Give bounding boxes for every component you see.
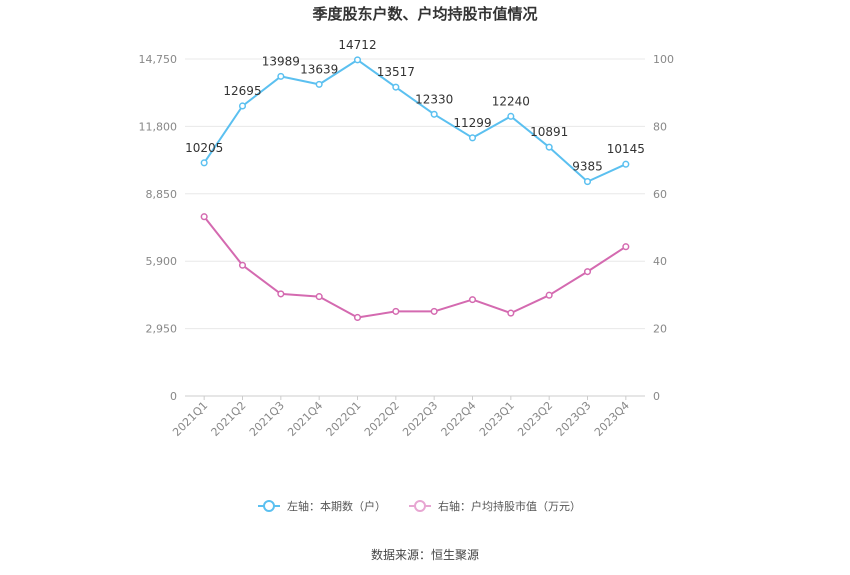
- right-axis-tick: 60: [653, 188, 667, 201]
- x-axis: 2021Q12021Q22021Q32021Q42022Q12022Q22022…: [170, 396, 632, 439]
- series-0-point: [353, 56, 362, 64]
- legend-item-avg-value[interactable]: 右轴：户均持股市值（万元）: [409, 499, 581, 513]
- left-axis-tick: 14,750: [139, 53, 178, 66]
- data-label: 10891: [530, 125, 568, 139]
- left-axis-tick: 5,900: [146, 255, 178, 268]
- series-1-point: [430, 307, 438, 315]
- data-label: 13517: [377, 65, 415, 79]
- x-axis-tick: 2021Q2: [209, 399, 249, 439]
- data-label: 10205: [185, 141, 223, 155]
- series-line-0: [203, 58, 627, 183]
- series-0-point: [545, 143, 553, 151]
- series-0-point: [277, 72, 285, 80]
- x-axis-tick: 2022Q3: [400, 399, 440, 439]
- data-label: 11299: [453, 116, 491, 130]
- left-axis-tick: 11,800: [139, 120, 178, 133]
- chart-title: 季度股东户数、户均持股市值情况: [312, 5, 537, 23]
- data-label: 10145: [607, 142, 645, 156]
- series-0-point: [622, 160, 630, 168]
- x-axis-tick: 2022Q2: [362, 399, 402, 439]
- x-axis-tick: 2021Q1: [170, 399, 210, 439]
- legend[interactable]: 左轴：本期数（户） 右轴：户均持股市值（万元）: [258, 499, 581, 513]
- right-axis-tick: 40: [653, 255, 667, 268]
- series-1-point: [238, 261, 247, 269]
- series-1-point: [468, 296, 477, 304]
- data-label: 9385: [572, 160, 603, 174]
- right-axis-tick: 0: [653, 390, 660, 403]
- series-0-point: [430, 110, 438, 118]
- x-axis-tick: 2023Q1: [477, 399, 517, 439]
- series-1-point: [392, 307, 400, 315]
- series-1-point: [353, 313, 362, 322]
- data-label: 14712: [338, 38, 376, 52]
- series-1-point: [507, 309, 515, 317]
- series-1-point: [277, 290, 285, 298]
- x-axis-tick: 2021Q4: [285, 399, 325, 439]
- left-axis-tick: 8,850: [146, 188, 178, 201]
- legend-item-households[interactable]: 左轴：本期数（户）: [258, 499, 386, 513]
- gridlines: [185, 58, 645, 397]
- series-0-point: [200, 159, 208, 167]
- right-axis: 0 20 40 60 80 100: [653, 53, 674, 403]
- data-label: 12695: [223, 84, 261, 98]
- series-1-point: [545, 291, 553, 299]
- data-label: 13989: [262, 54, 300, 68]
- source-note: 数据来源：恒生聚源: [371, 547, 479, 562]
- series-0-point: [468, 134, 477, 142]
- legend-label-households: 左轴：本期数（户）: [287, 499, 386, 513]
- data-label: 12240: [492, 94, 530, 108]
- legend-label-avg-value: 右轴：户均持股市值（万元）: [438, 499, 581, 513]
- series-0-point: [238, 102, 247, 110]
- x-axis-tick: 2023Q3: [554, 399, 594, 439]
- left-axis-tick: 2,950: [146, 323, 178, 336]
- x-axis-tick: 2022Q1: [324, 399, 364, 439]
- x-axis-tick: 2021Q3: [247, 399, 287, 439]
- series-0-point: [507, 112, 515, 120]
- series-1-point: [583, 268, 592, 276]
- series-line-1: [203, 216, 627, 319]
- series-0-point: [315, 80, 323, 88]
- series-layer: 10205 12695 139891363914712135171233011299…: [185, 38, 645, 322]
- series-0-point: [392, 83, 400, 91]
- data-label: 13639: [300, 62, 338, 76]
- right-axis-tick: 20: [653, 323, 667, 336]
- x-axis-tick: 2022Q4: [439, 399, 479, 439]
- left-axis-tick: 0: [170, 390, 177, 403]
- data-label: 12330: [415, 92, 453, 106]
- left-axis: 0 2,950 5,900 8,850 11,800 14,750: [139, 53, 178, 403]
- right-axis-tick: 100: [653, 53, 674, 66]
- series-1-point: [315, 293, 323, 301]
- series-1-point: [622, 243, 630, 251]
- x-axis-tick: 2023Q4: [592, 399, 632, 439]
- series-1-point: [200, 213, 208, 221]
- x-axis-tick: 2023Q2: [515, 399, 555, 439]
- series-0-point: [583, 178, 592, 186]
- right-axis-tick: 80: [653, 120, 667, 133]
